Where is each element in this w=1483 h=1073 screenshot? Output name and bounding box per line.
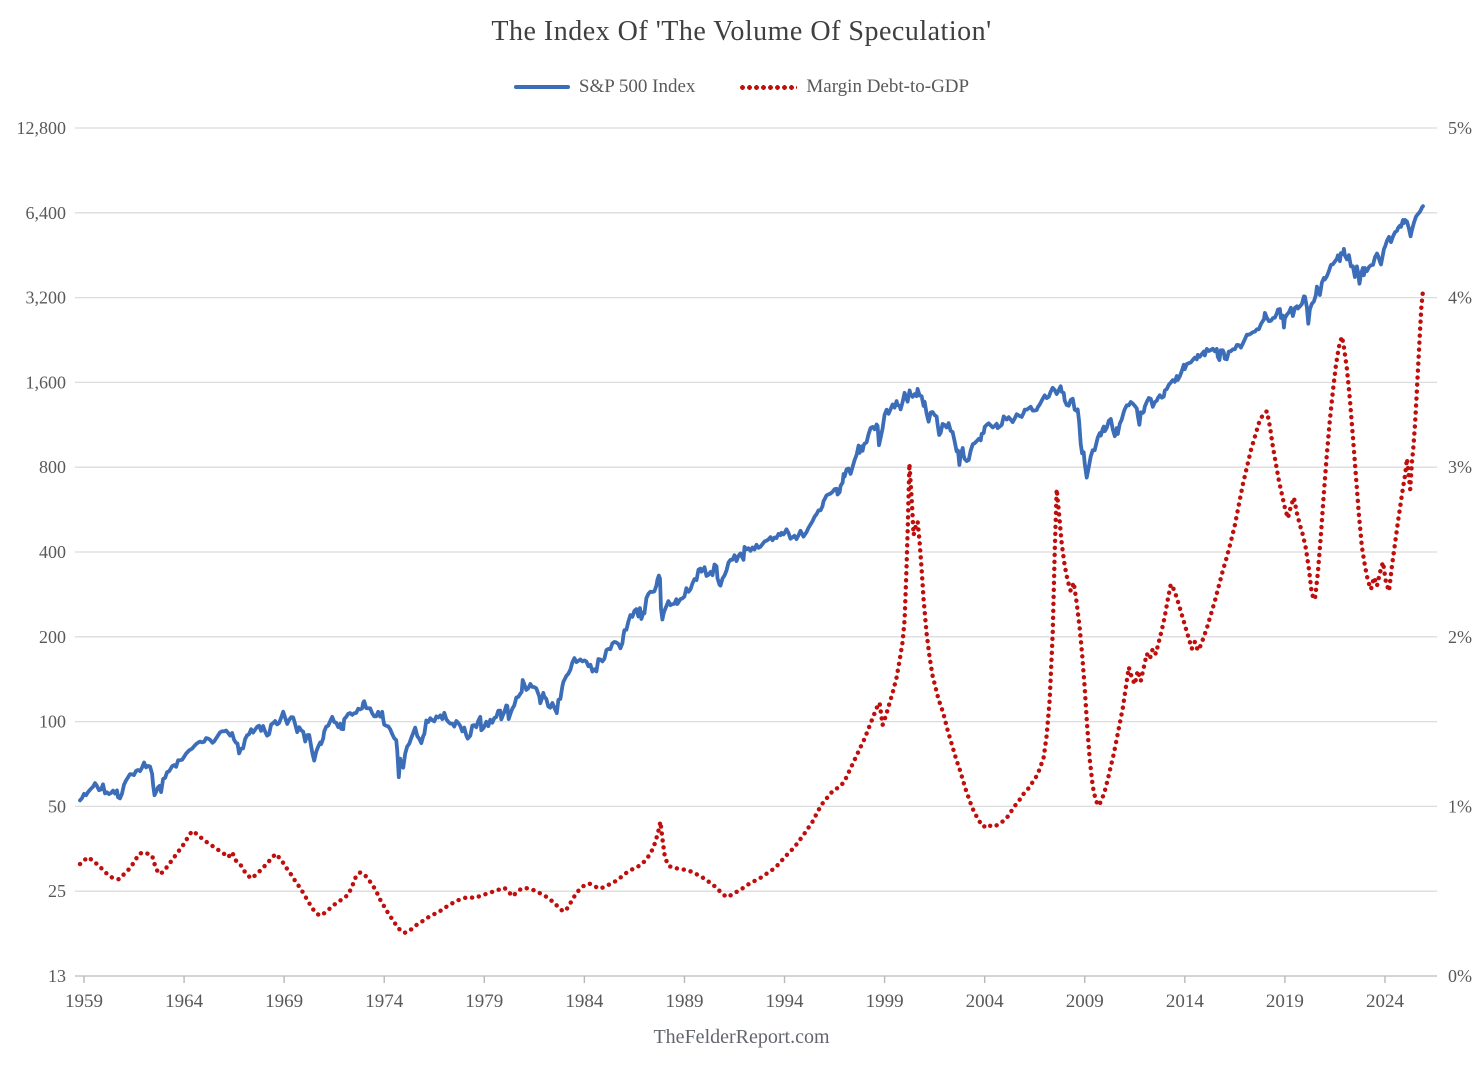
x-axis-tick-label: 1989: [665, 991, 703, 1012]
y-axis-tick-label-left: 3,200: [26, 288, 67, 308]
y-axis-tick-label-left: 100: [39, 712, 66, 732]
x-axis-tick-label: 2014: [1166, 991, 1205, 1012]
y-axis-tick-label-left: 13: [48, 966, 66, 986]
y-axis-tick-label-left: 400: [39, 542, 66, 562]
x-axis-tick-label: 1974: [365, 991, 404, 1012]
y-axis-tick-label-left: 25: [48, 881, 66, 901]
y-axis-tick-label-left: 50: [48, 796, 66, 816]
y-axis-tick-label-left: 200: [39, 627, 66, 647]
y-axis-tick-label-left: 6,400: [26, 203, 67, 223]
x-axis-tick-label: 1999: [866, 991, 904, 1012]
x-axis-tick-label: 2009: [1066, 991, 1104, 1012]
y-axis-tick-label-right: 5%: [1448, 118, 1472, 138]
legend-label-margin-debt: Margin Debt-to-GDP: [806, 76, 970, 97]
y-axis-tick-label-left: 1,600: [26, 372, 67, 392]
sp500-index-line: [78, 204, 1425, 803]
x-axis-tick-label: 2004: [966, 991, 1005, 1012]
legend-label-sp500: S&P 500 Index: [578, 76, 696, 97]
x-axis-tick-label: 1994: [766, 991, 805, 1012]
y-axis-tick-label-right: 4%: [1448, 288, 1472, 308]
y-axis-tick-label-right: 2%: [1448, 627, 1472, 647]
x-axis-tick-label: 2024: [1366, 991, 1405, 1012]
y-axis-tick-label-left: 12,800: [17, 118, 67, 138]
chart-title: The Index Of 'The Volume Of Speculation': [491, 16, 992, 47]
y-axis-tick-label-left: 800: [39, 457, 66, 477]
x-axis-tick-label: 1959: [65, 991, 103, 1012]
y-axis-tick-label-right: 1%: [1448, 796, 1472, 816]
x-axis-tick-label: 1984: [565, 991, 604, 1012]
margin-debt-to-gdp-line: [77, 288, 1426, 935]
sp500-line-swatch-icon: [513, 85, 570, 89]
x-axis-tick-label: 1969: [265, 991, 303, 1012]
legend-item-margin-debt: Margin Debt-to-GDP: [739, 76, 969, 98]
source-attribution: TheFelderReport.com: [653, 1026, 830, 1048]
x-axis-tick-label: 2019: [1266, 991, 1304, 1012]
margin-debt-dotted-swatch-icon: [739, 84, 798, 90]
chart-legend: S&P 500 Index Margin Debt-to-GDP: [0, 76, 1483, 98]
y-axis-tick-label-right: 3%: [1448, 457, 1472, 477]
y-axis-tick-label-right: 0%: [1448, 966, 1472, 986]
legend-item-sp500: S&P 500 Index: [513, 76, 696, 98]
x-axis-tick-label: 1979: [465, 991, 503, 1012]
x-axis-tick-label: 1964: [165, 991, 204, 1012]
